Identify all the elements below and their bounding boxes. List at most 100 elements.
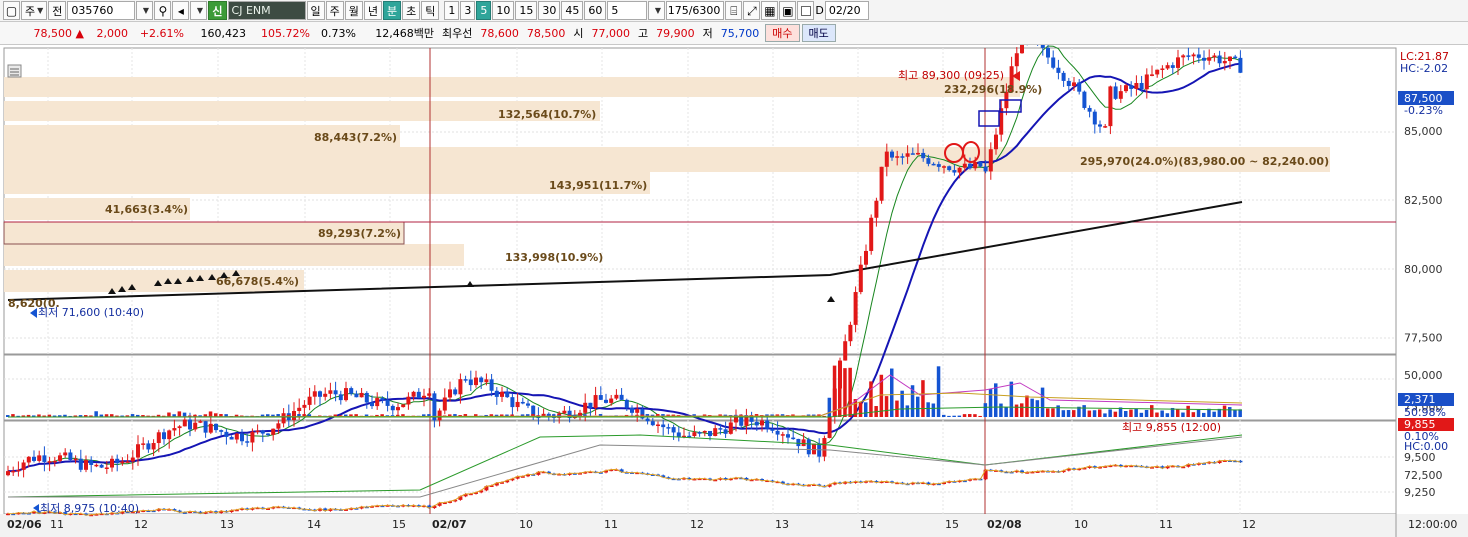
candle-body (1124, 85, 1128, 92)
period-year-button[interactable]: 년 (363, 1, 383, 20)
buy-signal-arrow-icon (154, 280, 162, 286)
time-axis-labels: 02/06 11 12 13 14 15 02/07 10 11 12 13 14 15 02/08 10 1… (7, 518, 1457, 531)
sub-current-box (1398, 418, 1454, 431)
code-dropdown-button[interactable]: ▼ (136, 1, 154, 20)
sub-candle-body (42, 512, 47, 514)
candle-body (1066, 80, 1071, 87)
candle-body (843, 341, 848, 361)
minute-1-button[interactable]: 1 (444, 1, 460, 20)
volume-bar (858, 402, 863, 417)
candle-body (661, 424, 666, 428)
candle-body (47, 461, 52, 463)
period-select[interactable]: 주 ▼ (21, 1, 48, 20)
time-axis-label: 14 (307, 518, 321, 531)
save-icon[interactable]: ▣ (779, 1, 797, 20)
volume-bar (900, 390, 904, 417)
sub-candle-body (198, 511, 203, 514)
candle-body (526, 403, 530, 406)
volume-bar (838, 375, 842, 417)
volume-profile-band (4, 198, 190, 220)
candle-body (546, 413, 551, 417)
sub-candle-body (1066, 468, 1071, 471)
sub-candle-body (702, 478, 707, 481)
sub-candle-body (604, 470, 608, 473)
candle-body (1191, 54, 1196, 57)
period-week-button[interactable]: 주 (325, 1, 344, 20)
candle-body (380, 398, 385, 400)
sub-candle-body (219, 510, 224, 513)
search-icon[interactable]: ⚲ (154, 1, 172, 20)
grid-icon[interactable]: ▦ (761, 1, 779, 20)
panel-settings-icon[interactable] (7, 64, 22, 78)
data-count-field[interactable]: 175/6300 (666, 1, 725, 20)
volume-bar (130, 414, 135, 417)
candle-body (349, 388, 354, 394)
candle-body (598, 395, 603, 400)
low-price: 75,700 (720, 26, 760, 40)
minute-input[interactable]: 5 (607, 1, 648, 20)
minute-5-button[interactable]: 5 (476, 1, 492, 20)
buy-signal-arrow-icon (128, 284, 136, 290)
prefix-button[interactable]: 전 (48, 1, 67, 20)
minute-60-button[interactable]: 60 (584, 1, 607, 20)
sub-candle-body (78, 513, 83, 516)
period-day-button[interactable]: 일 (306, 1, 325, 20)
volume-bar (489, 414, 494, 417)
period-tick-button[interactable]: 틱 (421, 1, 440, 20)
indicator-icon[interactable]: ⌸ (725, 1, 743, 20)
sub-candle-body (557, 473, 562, 476)
sell-button[interactable]: 매도 (801, 24, 836, 42)
candle-body (1118, 91, 1123, 99)
minute-45-button[interactable]: 45 (561, 1, 584, 20)
buy-button[interactable]: 매수 (765, 24, 800, 42)
sub-candle-body (650, 474, 655, 476)
time-axis-label: 15 (392, 518, 406, 531)
minute-5-label: 5 (480, 4, 488, 17)
sub-candle-body (47, 511, 52, 514)
volume-bar (978, 415, 982, 417)
code-list-button[interactable]: ▼ (190, 1, 208, 20)
candle-body (609, 398, 614, 403)
candle-body (801, 439, 806, 447)
stock-code-input[interactable]: 035760 (67, 1, 136, 20)
volume-bar (6, 415, 10, 417)
candle-body (1222, 61, 1227, 64)
candle-body (42, 455, 47, 462)
volume-bar (879, 374, 884, 417)
sub-candle-body (370, 506, 374, 508)
sub-candle-body (671, 478, 676, 481)
sub-candle-body (416, 505, 421, 507)
speaker-icon[interactable]: ◂ (172, 1, 190, 20)
sub-candle-body (942, 482, 946, 485)
candle-body (276, 423, 281, 429)
period-second-button[interactable]: 초 (402, 1, 421, 20)
minute-15-button[interactable]: 15 (515, 1, 538, 20)
minute-10-button[interactable]: 10 (492, 1, 515, 20)
sub-candle-body (328, 508, 333, 511)
volume-bar (1165, 413, 1170, 417)
checkbox-d[interactable] (797, 1, 815, 20)
sub-candle-body (520, 476, 525, 478)
period-month-button[interactable]: 월 (344, 1, 363, 20)
date-input[interactable]: 02/20 (824, 1, 869, 20)
minute-dropdown-button[interactable]: ▼ (648, 1, 666, 20)
layout-icon[interactable]: ▢ (3, 1, 20, 20)
volume-bar (957, 415, 962, 417)
volume-bar (37, 414, 41, 417)
volume-bar (125, 415, 130, 417)
volume-bar (198, 415, 202, 417)
candlestick-chart[interactable]: 132,564(10.7%) 88,443(7.2%) 143,951(11.7%)… (0, 45, 1468, 537)
volume-bar (1046, 408, 1050, 417)
minute-3-button[interactable]: 3 (460, 1, 476, 20)
candle-body (99, 464, 104, 468)
volume-bar (994, 383, 998, 417)
volume-profile-label: 143,951(11.7%) (549, 179, 647, 192)
candle-body (926, 158, 931, 164)
minute-30-button[interactable]: 30 (538, 1, 561, 20)
volume-bar (214, 413, 218, 417)
sub-candle-body (1061, 470, 1066, 473)
candle-body (734, 417, 738, 423)
period-minute-button[interactable]: 분 (383, 1, 402, 20)
candle-body (307, 396, 312, 405)
trendline-icon[interactable]: ⤢ (743, 1, 761, 20)
